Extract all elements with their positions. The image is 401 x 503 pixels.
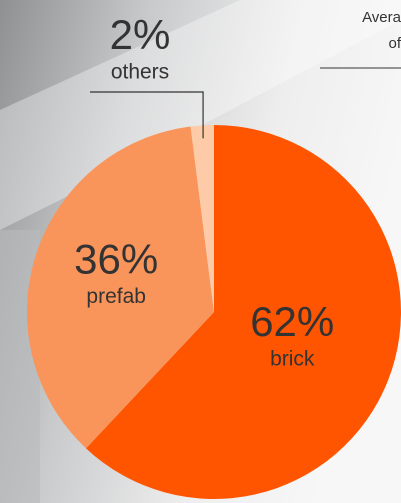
annotation: of <box>388 35 401 52</box>
value-label: 36% <box>74 235 158 282</box>
leader-line <box>90 91 204 139</box>
pie-slice <box>85 125 401 499</box>
pie-slice <box>190 125 214 312</box>
value-label: 62% <box>250 298 334 345</box>
category-label: brick <box>270 348 315 371</box>
annotation: Avera <box>362 9 401 26</box>
value-label: 2% <box>110 11 171 58</box>
pie-slice <box>27 126 214 449</box>
category-label: prefab <box>86 285 146 308</box>
category-label: others <box>111 61 169 84</box>
